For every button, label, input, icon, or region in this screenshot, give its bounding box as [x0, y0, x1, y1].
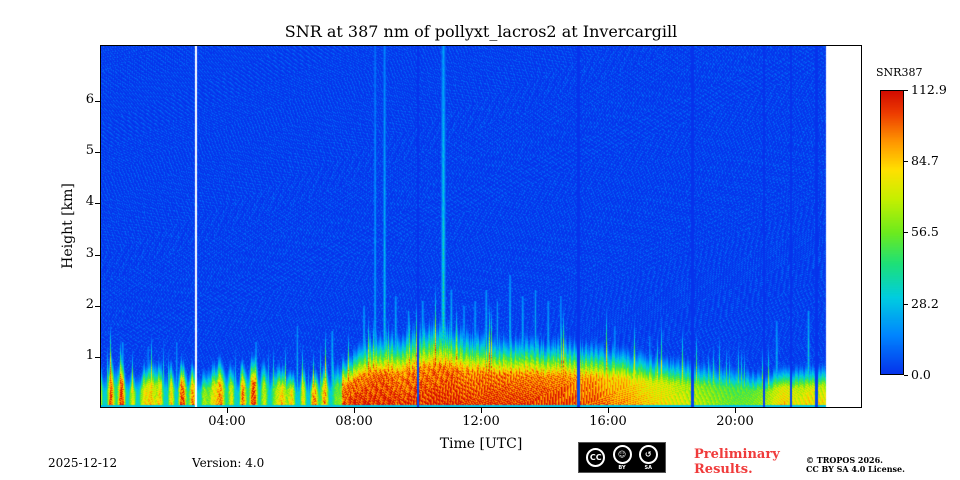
colorbar-tick-mark [904, 90, 908, 91]
x-tick-label: 16:00 [589, 414, 627, 429]
cc-sa-text: SA [644, 464, 652, 471]
y-tick-mark [95, 152, 100, 154]
colorbar-tick-label: 28.2 [911, 295, 939, 311]
copyright-line1: © TROPOS 2026. [806, 455, 883, 465]
colorbar-tick-label: 56.5 [911, 224, 939, 240]
x-tick-mark [354, 408, 355, 413]
copyright-note: © TROPOS 2026. CC BY SA 4.0 License. [806, 456, 905, 474]
colorbar-title: SNR387 [876, 66, 923, 79]
footer-version: Version: 4.0 [192, 456, 265, 470]
colorbar-tick-label: 0.0 [911, 367, 931, 382]
cc-by-column: ☺ BY [612, 444, 632, 471]
colorbar-tick-label: 112.9 [911, 82, 947, 97]
y-tick-mark [95, 356, 100, 358]
colorbar-tick-mark [904, 232, 908, 234]
x-tick-label: 04:00 [208, 414, 246, 429]
y-tick-mark [95, 203, 100, 205]
y-tick-label: 1 [85, 347, 94, 363]
colorbar-tick-mark [904, 375, 908, 376]
cc-license-badge: CC ☺ BY ↺ SA [578, 442, 666, 473]
colorbar-tick-mark [904, 303, 908, 305]
cc-by-icon: ☺ [612, 444, 632, 464]
preliminary-results-note: Preliminary Results. [694, 447, 780, 477]
cc-icon: CC [586, 448, 606, 467]
y-tick-mark [95, 305, 100, 307]
y-tick-label: 5 [85, 143, 94, 159]
y-tick-label: 6 [85, 92, 94, 108]
cc-by-text: BY [618, 464, 626, 471]
colorbar-canvas [880, 90, 904, 375]
cc-sa-column: ↺ SA [638, 444, 658, 471]
preliminary-line1: Preliminary [694, 447, 780, 462]
x-tick-mark [608, 408, 609, 413]
y-tick-mark [95, 101, 100, 103]
x-tick-mark [735, 408, 736, 413]
colorbar-tick-mark [904, 161, 908, 163]
x-tick-label: 08:00 [335, 414, 373, 429]
colorbar-tick-label: 84.7 [911, 153, 939, 169]
x-tick-label: 12:00 [462, 414, 500, 429]
x-tick-label: 20:00 [716, 414, 754, 429]
copyright-line2: CC BY SA 4.0 License. [806, 464, 905, 474]
preliminary-line2: Results. [694, 462, 753, 477]
x-tick-mark [227, 408, 228, 413]
x-tick-mark [481, 408, 482, 413]
footer-date: 2025-12-12 [48, 456, 118, 470]
heatmap-canvas [100, 45, 862, 408]
x-axis-label: Time [UTC] [439, 436, 523, 452]
y-tick-mark [95, 254, 100, 256]
y-tick-label: 3 [85, 245, 94, 261]
plot-title: SNR at 387 nm of pollyxt_lacros2 at Inve… [284, 22, 678, 41]
y-tick-label: 2 [85, 296, 94, 312]
cc-sa-icon: ↺ [638, 444, 658, 464]
y-tick-label: 4 [85, 194, 94, 210]
